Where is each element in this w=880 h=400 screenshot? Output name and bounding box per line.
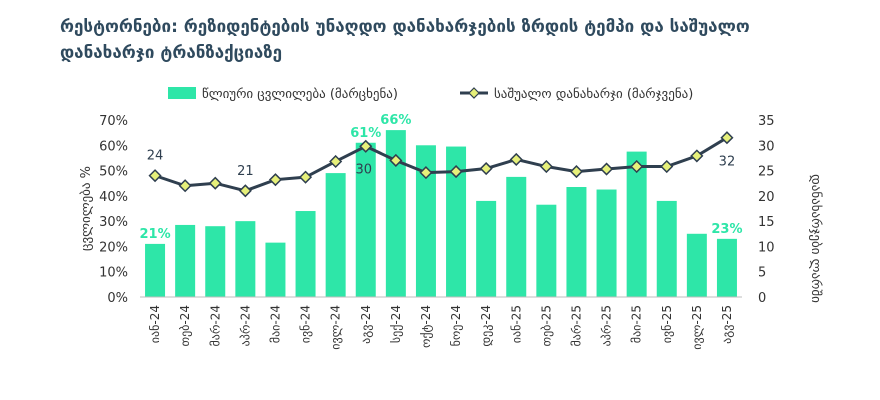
left-axis-label: ცვლილება % bbox=[79, 166, 94, 251]
legend-swatch-marker bbox=[468, 87, 480, 99]
bar bbox=[265, 242, 286, 297]
x-axis-tick: ოქტ-24 bbox=[419, 305, 433, 348]
right-axis-label: დანახარჯები ლარში bbox=[808, 174, 823, 303]
left-axis-tick: 50% bbox=[99, 165, 128, 180]
legend-label-line: საშუალო დანახარჯი (მარჯვენა) bbox=[494, 87, 693, 102]
bar bbox=[536, 204, 557, 297]
x-axis-tick: მარ-25 bbox=[569, 305, 583, 347]
right-axis-tick: 0 bbox=[758, 291, 766, 306]
line-point bbox=[509, 152, 523, 167]
x-axis-tick: აპრ-24 bbox=[238, 305, 252, 346]
left-axis-tick: 70% bbox=[99, 114, 128, 129]
bar bbox=[686, 233, 707, 297]
line-point bbox=[569, 165, 584, 179]
line-point bbox=[419, 166, 433, 180]
line-point bbox=[268, 173, 283, 187]
left-axis-tick: 40% bbox=[99, 190, 128, 205]
bar bbox=[656, 200, 677, 297]
bar-data-label: 23% bbox=[711, 222, 742, 237]
line-point bbox=[479, 161, 493, 176]
line-point bbox=[148, 169, 162, 183]
line-data-label: 21 bbox=[237, 164, 254, 179]
x-axis-tick: ნოე-24 bbox=[449, 305, 463, 346]
line-point bbox=[449, 165, 463, 179]
right-axis-tick: 30 bbox=[758, 139, 775, 154]
bar bbox=[175, 224, 196, 297]
x-axis-tick: ივლ-25 bbox=[690, 305, 704, 350]
right-axis-tick: 35 bbox=[758, 114, 775, 129]
x-axis-tick: ივლ-24 bbox=[329, 305, 343, 350]
bar bbox=[385, 130, 406, 297]
bar bbox=[506, 176, 527, 297]
line-point bbox=[329, 154, 343, 169]
bar bbox=[325, 173, 346, 297]
line-point bbox=[630, 159, 644, 174]
bar-data-label: 21% bbox=[139, 227, 170, 242]
bar bbox=[295, 211, 316, 297]
left-axis-tick: 60% bbox=[99, 139, 128, 154]
x-axis-tick: მაი-24 bbox=[268, 305, 282, 343]
bar bbox=[476, 200, 497, 297]
line-point bbox=[539, 159, 553, 174]
bar bbox=[355, 142, 376, 297]
line-point bbox=[178, 179, 192, 193]
x-axis-tick: იან-25 bbox=[509, 305, 523, 343]
x-axis-tick: სექ-24 bbox=[389, 305, 403, 343]
left-axis-tick: 0% bbox=[107, 291, 128, 306]
right-axis-tick: 10 bbox=[758, 240, 775, 255]
right-axis-tick: 20 bbox=[758, 190, 775, 205]
x-axis-tick: თებ-25 bbox=[539, 305, 553, 347]
bar bbox=[205, 226, 226, 297]
line-point bbox=[660, 159, 674, 174]
bar bbox=[626, 151, 647, 297]
bar bbox=[716, 238, 737, 297]
chart-title: რესტორნები: რეზიდენტების უნაღდო დანახარჯ… bbox=[60, 17, 750, 63]
left-axis-tick: 10% bbox=[99, 266, 128, 281]
line-point bbox=[389, 153, 403, 168]
line-point bbox=[298, 170, 313, 184]
x-axis-tick: აგვ-24 bbox=[359, 305, 373, 344]
line-point bbox=[238, 184, 252, 198]
right-axis-tick: 5 bbox=[758, 266, 766, 281]
x-axis-tick: მარ-24 bbox=[208, 305, 222, 347]
legend-swatch-bar bbox=[168, 87, 196, 99]
line-point bbox=[690, 149, 704, 163]
line-point bbox=[720, 131, 734, 145]
x-axis-tick: აგვ-25 bbox=[720, 305, 734, 344]
bar bbox=[446, 146, 467, 297]
x-axis-tick: თებ-24 bbox=[178, 305, 192, 347]
line-point bbox=[599, 162, 614, 176]
line-data-label: 32 bbox=[719, 155, 736, 170]
bar bbox=[235, 221, 256, 297]
x-axis-tick: დეკ-24 bbox=[479, 305, 493, 347]
right-axis-tick: 15 bbox=[758, 215, 775, 230]
x-axis-tick: ივნ-24 bbox=[299, 305, 313, 343]
line-point bbox=[359, 139, 373, 153]
legend-label-bar: წლიური ცვლილება (მარცხენა) bbox=[202, 87, 398, 102]
line-point bbox=[208, 176, 222, 190]
right-axis-tick: 25 bbox=[758, 165, 775, 180]
bar bbox=[596, 189, 617, 297]
bar-data-label: 66% bbox=[380, 113, 411, 128]
x-axis-tick: ივნ-25 bbox=[660, 305, 674, 343]
bar bbox=[145, 243, 166, 297]
x-axis-tick: მაი-25 bbox=[630, 305, 644, 343]
x-axis-tick: აპრ-25 bbox=[600, 305, 614, 346]
bar bbox=[566, 187, 587, 297]
line-data-label: 24 bbox=[147, 149, 164, 164]
x-axis-tick: იან-24 bbox=[148, 305, 162, 343]
left-axis-tick: 20% bbox=[99, 240, 128, 255]
line-data-label: 30 bbox=[355, 162, 372, 177]
bar-data-label: 61% bbox=[350, 126, 381, 141]
left-axis-tick: 30% bbox=[99, 215, 128, 230]
bar bbox=[415, 145, 436, 297]
